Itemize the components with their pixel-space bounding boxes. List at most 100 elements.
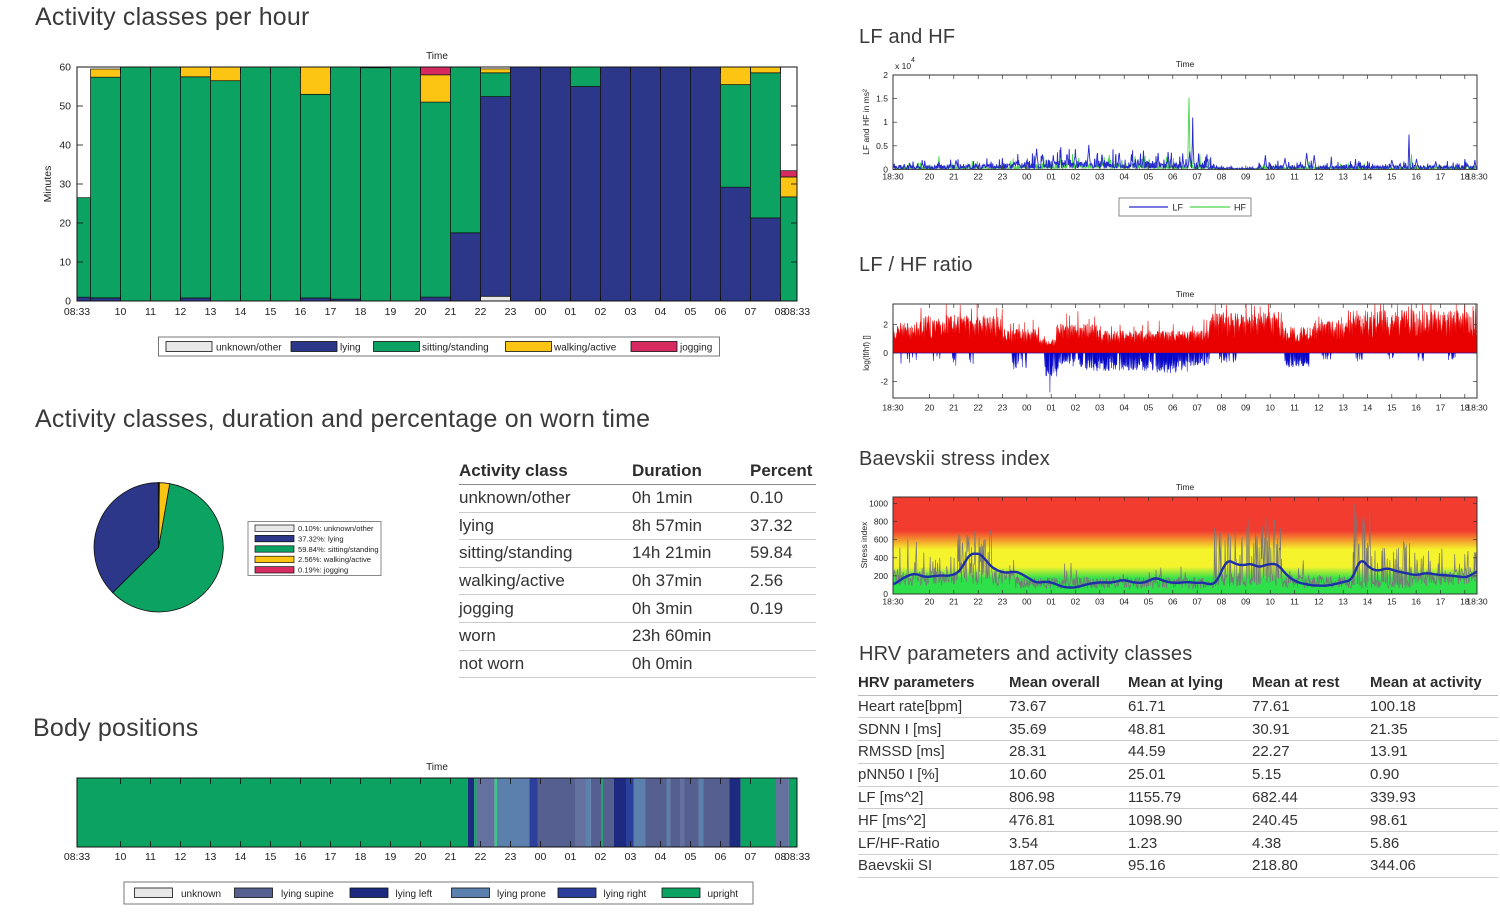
- svg-text:800: 800: [874, 517, 888, 527]
- svg-text:20: 20: [59, 218, 71, 230]
- svg-text:lying: lying: [340, 343, 361, 354]
- svg-text:05: 05: [1144, 597, 1154, 607]
- svg-text:08: 08: [1217, 597, 1227, 607]
- svg-text:18: 18: [1460, 597, 1470, 607]
- svg-text:18:30: 18:30: [1466, 403, 1488, 413]
- svg-text:13: 13: [1338, 403, 1348, 413]
- svg-text:08:33: 08:33: [64, 851, 90, 863]
- svg-text:37.32%: lying: 37.32%: lying: [298, 534, 344, 543]
- svg-text:21: 21: [949, 172, 959, 182]
- svg-text:18:30: 18:30: [1466, 172, 1488, 182]
- svg-text:22: 22: [475, 306, 487, 318]
- svg-text:12: 12: [175, 306, 187, 318]
- svg-text:Time: Time: [1176, 289, 1195, 299]
- svg-text:14: 14: [1363, 172, 1373, 182]
- svg-text:17: 17: [325, 306, 337, 318]
- svg-text:18:30: 18:30: [882, 597, 904, 607]
- svg-text:jogging: jogging: [679, 343, 712, 354]
- svg-text:2: 2: [883, 70, 888, 80]
- svg-text:13: 13: [1338, 597, 1348, 607]
- svg-text:20: 20: [925, 597, 935, 607]
- svg-text:03: 03: [1095, 403, 1105, 413]
- svg-text:03: 03: [1095, 597, 1105, 607]
- svg-text:09: 09: [1241, 172, 1251, 182]
- svg-text:1.5: 1.5: [876, 94, 888, 104]
- svg-text:08: 08: [775, 851, 787, 863]
- svg-text:06: 06: [715, 851, 727, 863]
- svg-text:unknown/other: unknown/other: [216, 343, 282, 354]
- svg-text:x 10: x 10: [895, 61, 911, 71]
- svg-text:12: 12: [175, 851, 187, 863]
- svg-text:14: 14: [235, 851, 247, 863]
- svg-text:20: 20: [925, 172, 935, 182]
- svg-text:06: 06: [1168, 597, 1178, 607]
- svg-text:upright: upright: [708, 889, 739, 900]
- svg-text:400: 400: [874, 553, 888, 563]
- svg-text:200: 200: [874, 571, 888, 581]
- svg-text:14: 14: [1363, 403, 1373, 413]
- svg-text:18: 18: [1460, 403, 1470, 413]
- svg-text:19: 19: [385, 851, 397, 863]
- svg-text:59.84%: sitting/standing: 59.84%: sitting/standing: [298, 545, 379, 554]
- svg-text:10: 10: [115, 851, 127, 863]
- svg-text:16: 16: [295, 306, 307, 318]
- svg-text:22: 22: [973, 403, 983, 413]
- svg-text:10: 10: [1265, 597, 1275, 607]
- svg-text:lying right: lying right: [604, 889, 647, 900]
- svg-text:HF: HF: [1234, 203, 1246, 213]
- svg-text:18: 18: [355, 851, 367, 863]
- svg-text:18: 18: [1460, 172, 1470, 182]
- svg-text:00: 00: [1022, 403, 1032, 413]
- svg-text:18:30: 18:30: [882, 403, 904, 413]
- svg-text:06: 06: [1168, 403, 1178, 413]
- svg-text:06: 06: [1168, 172, 1178, 182]
- svg-text:15: 15: [1387, 597, 1397, 607]
- svg-text:0: 0: [883, 164, 888, 174]
- svg-text:15: 15: [265, 851, 277, 863]
- svg-text:01: 01: [1046, 172, 1056, 182]
- svg-text:22: 22: [973, 597, 983, 607]
- svg-text:03: 03: [625, 851, 637, 863]
- svg-text:17: 17: [1436, 597, 1446, 607]
- svg-text:09: 09: [1241, 403, 1251, 413]
- svg-text:15: 15: [1387, 172, 1397, 182]
- svg-text:1000: 1000: [869, 499, 888, 509]
- svg-text:30: 30: [59, 179, 71, 191]
- svg-text:13: 13: [1338, 172, 1348, 182]
- svg-text:-2: -2: [880, 377, 888, 387]
- svg-text:21: 21: [445, 851, 457, 863]
- svg-text:08: 08: [1217, 172, 1227, 182]
- svg-text:23: 23: [998, 597, 1008, 607]
- svg-text:08:33: 08:33: [784, 851, 810, 863]
- svg-text:LF: LF: [1173, 203, 1184, 213]
- svg-text:14: 14: [1363, 597, 1373, 607]
- svg-text:16: 16: [1411, 597, 1421, 607]
- svg-text:0.5: 0.5: [876, 141, 888, 151]
- svg-text:16: 16: [1411, 403, 1421, 413]
- svg-text:12: 12: [1314, 597, 1324, 607]
- svg-text:07: 07: [745, 851, 757, 863]
- svg-text:22: 22: [475, 851, 487, 863]
- svg-text:0: 0: [883, 589, 888, 599]
- svg-text:0.10%: unknown/other: 0.10%: unknown/other: [298, 524, 374, 533]
- svg-text:Time: Time: [1176, 59, 1195, 69]
- svg-text:18: 18: [355, 306, 367, 318]
- svg-text:Time: Time: [426, 762, 448, 773]
- svg-text:20: 20: [925, 403, 935, 413]
- svg-text:0: 0: [883, 348, 888, 358]
- svg-text:20: 20: [415, 306, 427, 318]
- svg-text:18:30: 18:30: [882, 172, 904, 182]
- svg-text:02: 02: [1071, 172, 1081, 182]
- svg-text:LF and HF in ms²: LF and HF in ms²: [861, 89, 871, 155]
- svg-text:22: 22: [973, 172, 983, 182]
- svg-text:07: 07: [1192, 172, 1202, 182]
- svg-text:05: 05: [1144, 172, 1154, 182]
- svg-text:02: 02: [595, 851, 607, 863]
- svg-text:23: 23: [505, 306, 517, 318]
- svg-text:0: 0: [65, 296, 71, 308]
- svg-text:lying prone: lying prone: [497, 889, 546, 900]
- svg-text:Stress index: Stress index: [859, 521, 869, 569]
- svg-text:40: 40: [59, 140, 71, 152]
- svg-text:10: 10: [1265, 403, 1275, 413]
- svg-text:10: 10: [59, 257, 71, 269]
